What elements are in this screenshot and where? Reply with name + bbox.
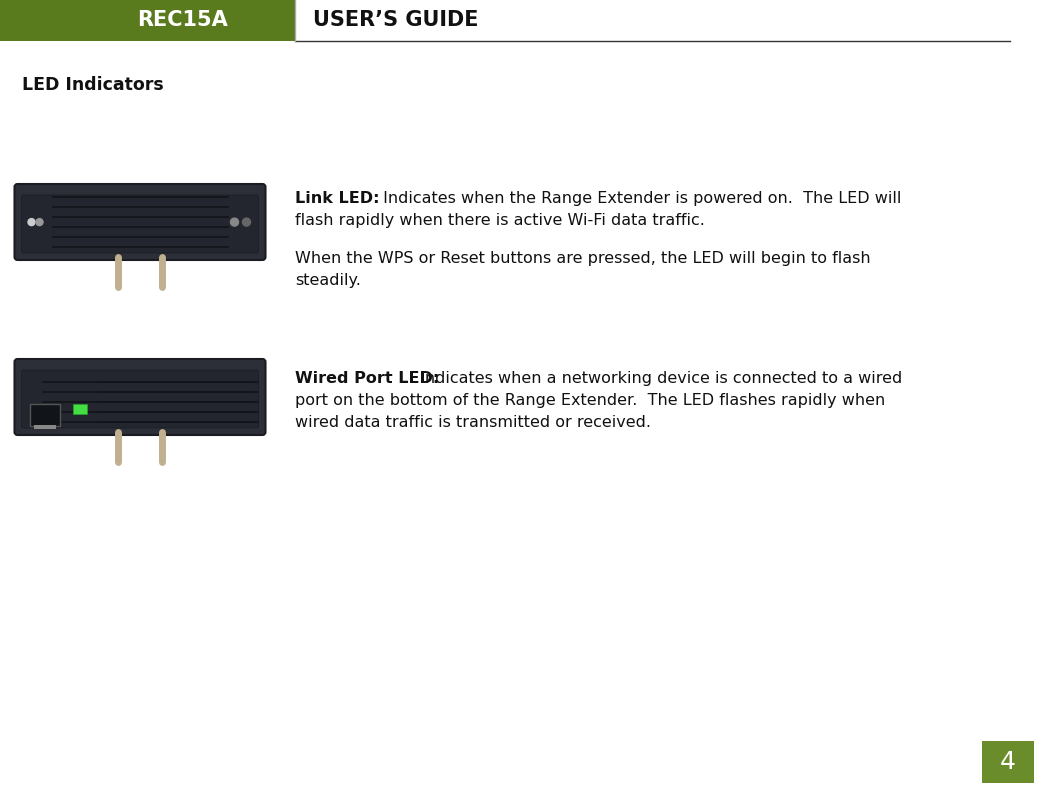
Text: 4: 4	[1000, 750, 1016, 774]
FancyBboxPatch shape	[15, 184, 266, 260]
FancyBboxPatch shape	[15, 359, 266, 435]
Text: REC15A: REC15A	[138, 10, 228, 31]
FancyBboxPatch shape	[29, 404, 59, 426]
Circle shape	[230, 218, 239, 226]
Text: USER’S GUIDE: USER’S GUIDE	[313, 10, 478, 31]
Text: Indicates when a networking device is connected to a wired: Indicates when a networking device is co…	[415, 371, 902, 386]
FancyBboxPatch shape	[22, 195, 258, 253]
Bar	[0, 0, 295, 41]
FancyBboxPatch shape	[73, 404, 86, 414]
Text: LED Indicators: LED Indicators	[22, 76, 164, 94]
Text: Link LED:: Link LED:	[295, 191, 379, 206]
FancyBboxPatch shape	[22, 370, 258, 428]
Circle shape	[28, 218, 35, 225]
Circle shape	[243, 218, 250, 226]
Text: port on the bottom of the Range Extender.  The LED flashes rapidly when: port on the bottom of the Range Extender…	[295, 393, 886, 408]
Text: Wired Port LED:: Wired Port LED:	[295, 371, 440, 386]
Circle shape	[36, 218, 43, 225]
Text: wired data traffic is transmitted or received.: wired data traffic is transmitted or rec…	[295, 415, 651, 430]
Text: steadily.: steadily.	[295, 273, 361, 288]
Bar	[33, 425, 55, 429]
Text: Indicates when the Range Extender is powered on.  The LED will: Indicates when the Range Extender is pow…	[378, 191, 901, 206]
Bar	[982, 741, 1034, 783]
Text: When the WPS or Reset buttons are pressed, the LED will begin to flash: When the WPS or Reset buttons are presse…	[295, 251, 871, 266]
Text: flash rapidly when there is active Wi-Fi data traffic.: flash rapidly when there is active Wi-Fi…	[295, 213, 704, 228]
